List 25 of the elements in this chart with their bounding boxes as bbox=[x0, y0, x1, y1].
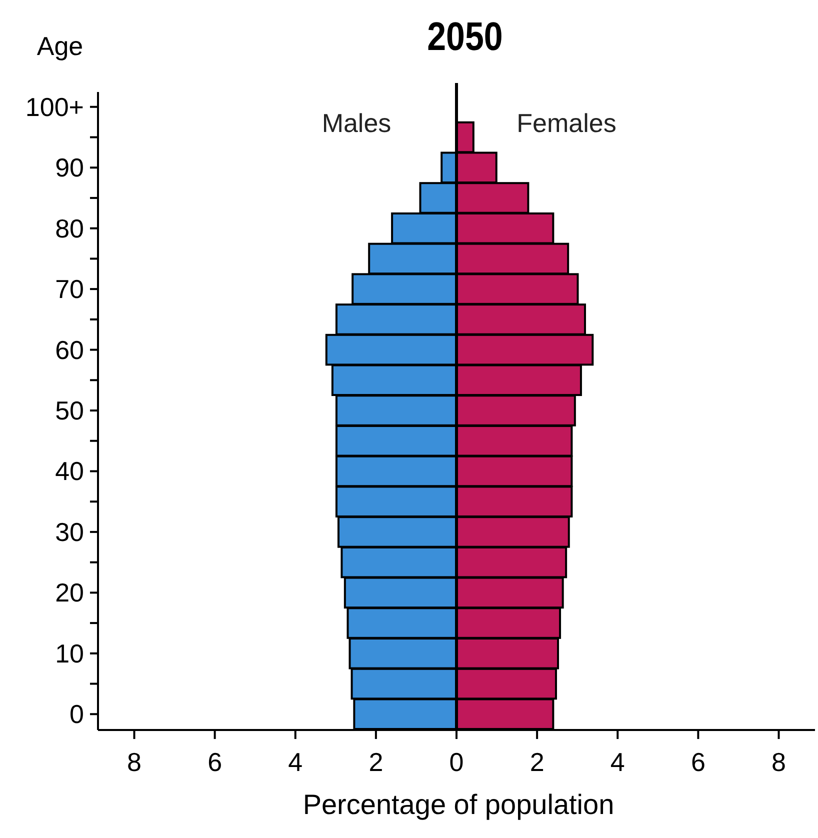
y-axis-title: Age bbox=[36, 31, 84, 61]
x-tick-label: 6 bbox=[208, 747, 222, 777]
y-tick-label: 60 bbox=[55, 334, 84, 365]
x-tick-label: 4 bbox=[288, 747, 303, 777]
x-tick-label: 6 bbox=[690, 747, 706, 777]
y-tick-label: 10 bbox=[55, 638, 84, 668]
series-label: Females bbox=[516, 108, 616, 138]
x-tick-label: 8 bbox=[772, 747, 786, 777]
x-tick-label: 2 bbox=[368, 747, 384, 777]
y-tick-label: 20 bbox=[55, 578, 84, 608]
x-tick-label: 0 bbox=[449, 747, 464, 777]
x-tick-label: 2 bbox=[530, 747, 544, 777]
y-tick-label: 0 bbox=[70, 699, 84, 730]
x-tick-label: 8 bbox=[127, 747, 142, 777]
y-tick-label: 40 bbox=[55, 456, 84, 486]
y-tick-label: 90 bbox=[55, 152, 84, 183]
x-axis-title: Percentage of population bbox=[302, 789, 614, 820]
text: Males bbox=[322, 108, 392, 138]
y-tick-label: 80 bbox=[55, 213, 84, 244]
chart-title: 2050 bbox=[427, 13, 503, 59]
y-tick-label: 70 bbox=[55, 274, 84, 304]
x-tick-label: 4 bbox=[610, 747, 625, 777]
y-tick-label: 50 bbox=[55, 396, 84, 426]
y-tick-label: 30 bbox=[55, 516, 84, 547]
y-tick-label: 100+ bbox=[25, 92, 84, 122]
